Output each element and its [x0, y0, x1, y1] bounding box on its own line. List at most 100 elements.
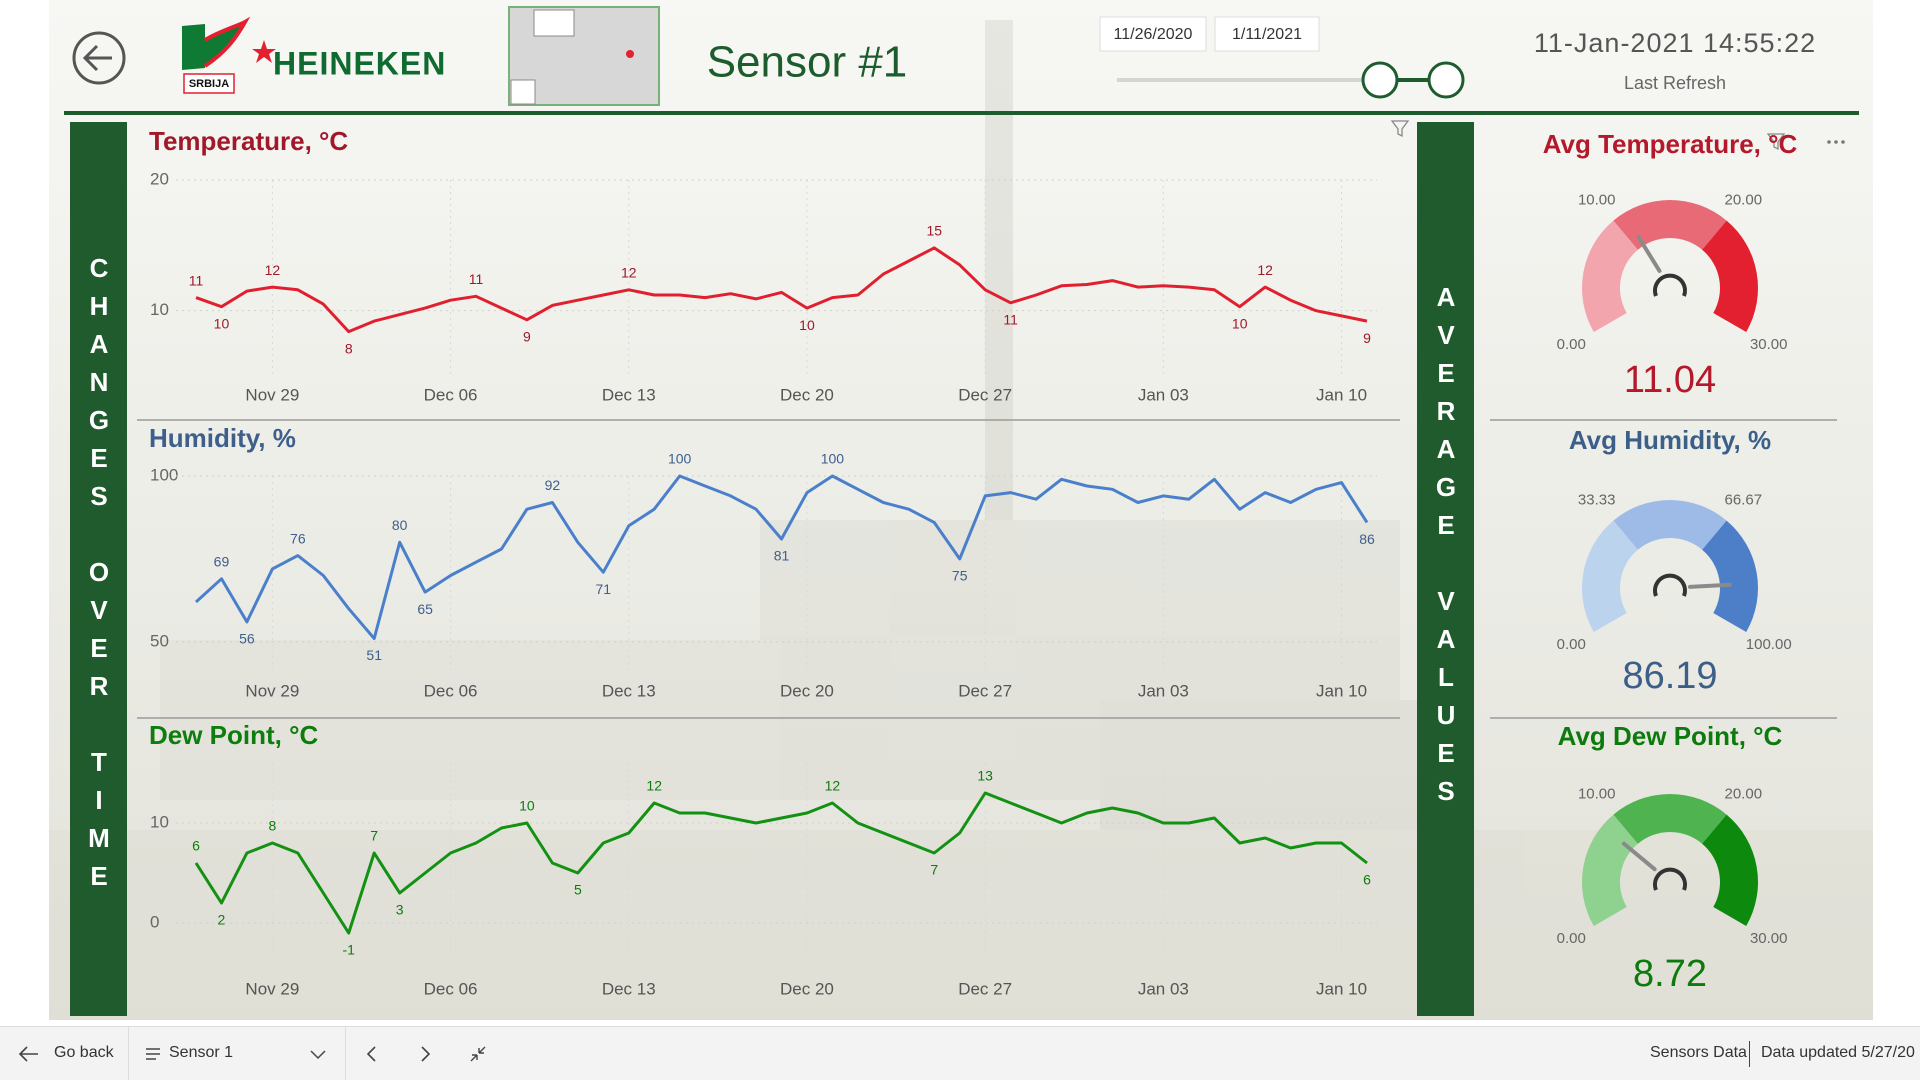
date-from-box[interactable]	[1099, 16, 1207, 52]
gauge-hub	[1653, 273, 1687, 297]
gauge-tick-label: 30.00	[1750, 930, 1788, 947]
data-label: 56	[239, 631, 255, 647]
data-label: 71	[596, 581, 612, 597]
chart-title: Humidity, %	[149, 423, 296, 453]
floor-plan-room	[533, 9, 575, 37]
footer-divider	[128, 1027, 129, 1080]
y-tick-label: 50	[150, 631, 169, 650]
data-label: 7	[930, 862, 938, 878]
back-button[interactable]	[72, 31, 126, 85]
sensor-location	[626, 50, 634, 58]
gauge-value: 86.19	[1622, 655, 1717, 697]
gauge-needle	[1636, 234, 1662, 273]
data-label: 100	[821, 451, 845, 467]
data-label: 86	[1359, 531, 1375, 547]
next-page[interactable]	[415, 1044, 435, 1064]
filter-icon[interactable]	[1766, 133, 1786, 151]
fit-icon[interactable]	[468, 1044, 488, 1064]
gauge-band	[1702, 220, 1758, 332]
data-label: 11	[1003, 312, 1018, 328]
gauge-band	[1582, 520, 1638, 632]
x-tick-label: Dec 13	[602, 979, 656, 998]
data-label: 92	[545, 477, 561, 493]
gauge-title: Avg Humidity, %	[1569, 425, 1771, 455]
date-to: 1/11/2021	[1232, 26, 1302, 43]
prev-page[interactable]	[362, 1044, 382, 1064]
back-icon[interactable]	[14, 1039, 44, 1069]
data-label: 13	[977, 768, 993, 784]
data-label: 10	[519, 798, 535, 814]
go-back[interactable]: Go back	[54, 1044, 114, 1061]
gauge-needle	[1687, 582, 1732, 589]
data-label: 9	[1363, 330, 1371, 346]
data-label: 10	[1232, 315, 1248, 331]
gauge-tick-label: 66.67	[1725, 492, 1763, 509]
x-tick-label: Dec 27	[958, 681, 1012, 700]
footer-divider	[345, 1027, 346, 1080]
x-tick-label: Nov 29	[245, 979, 299, 998]
gauge-tick-label: 10.00	[1578, 192, 1616, 209]
gauge-tick-label: 100.00	[1746, 636, 1792, 653]
data-label: 51	[366, 647, 382, 663]
gauge-tick-label: 20.00	[1725, 192, 1763, 209]
y-tick-label: 100	[150, 465, 178, 484]
refresh-time: 11-Jan-2021 14:55:22	[1534, 28, 1816, 58]
gauge-title: Avg Dew Point, °C	[1558, 721, 1783, 751]
data-label: 12	[621, 264, 637, 280]
data-label: 80	[392, 517, 408, 533]
data-label: 6	[192, 838, 200, 854]
gauge-hub	[1653, 867, 1687, 891]
x-tick-label: Dec 13	[602, 681, 656, 700]
filter-icon[interactable]	[1390, 120, 1410, 138]
gauge-tick-label: 20.00	[1725, 786, 1763, 803]
right-banner: AVERAGE VALUES	[1417, 122, 1474, 1016]
gauge-band	[1581, 220, 1638, 332]
data-label: 2	[218, 912, 226, 928]
dropdown-icon[interactable]	[308, 1045, 328, 1065]
data-label: 11	[189, 272, 204, 288]
report-canvas: SRBIJA HEINEKEN Sensor #1 11/26/2020 1/1…	[49, 0, 1873, 1020]
x-tick-label: Jan 10	[1316, 681, 1367, 700]
gauge-band	[1613, 794, 1727, 844]
date-to-box[interactable]	[1214, 16, 1320, 52]
gauge-tick-label: 0.00	[1557, 930, 1586, 947]
slider-handle[interactable]	[1361, 61, 1399, 99]
x-tick-label: Dec 06	[424, 681, 478, 700]
photo-bg	[49, 0, 1873, 1020]
x-tick-label: Dec 27	[958, 385, 1012, 404]
x-tick-label: Jan 03	[1138, 681, 1189, 700]
gauge-needle	[1621, 841, 1657, 872]
chart-title: Temperature, °C	[149, 126, 348, 156]
y-tick-label: 10	[150, 812, 169, 831]
x-tick-label: Dec 27	[958, 979, 1012, 998]
gauge-band	[1613, 500, 1727, 550]
data-label: 11	[469, 271, 484, 287]
x-tick-label: Dec 20	[780, 681, 834, 700]
brand-name: HEINEKEN	[273, 45, 446, 81]
data-label: -1	[343, 942, 356, 958]
gauge-tick-label: 0.00	[1557, 636, 1586, 653]
y-tick-label: 20	[150, 169, 169, 188]
x-tick-label: Jan 10	[1316, 979, 1367, 998]
data-label: 12	[825, 778, 841, 794]
x-tick-label: Dec 06	[424, 385, 478, 404]
data-label: 76	[290, 530, 306, 546]
data-label: 12	[265, 262, 281, 278]
data-label: 100	[668, 451, 692, 467]
page-title: Sensor #1	[707, 38, 908, 87]
data-label: 3	[396, 902, 404, 918]
x-tick-label: Dec 13	[602, 385, 656, 404]
gauge-band	[1702, 520, 1758, 632]
data-label: 81	[774, 548, 790, 564]
gauge-tick-label: 33.33	[1578, 492, 1616, 509]
x-tick-label: Nov 29	[245, 681, 299, 700]
footer-divider	[1749, 1041, 1750, 1067]
slider-handle[interactable]	[1427, 61, 1465, 99]
data-updated: Data updated 5/27/20	[1761, 1044, 1915, 1061]
gauge-hub	[1653, 573, 1687, 597]
data-label: 15	[926, 223, 942, 239]
data-line	[195, 246, 1368, 334]
page-selector[interactable]: Sensor 1	[169, 1044, 234, 1061]
gauge-title: Avg Temperature, °C	[1543, 129, 1798, 159]
data-label: 75	[952, 568, 968, 584]
